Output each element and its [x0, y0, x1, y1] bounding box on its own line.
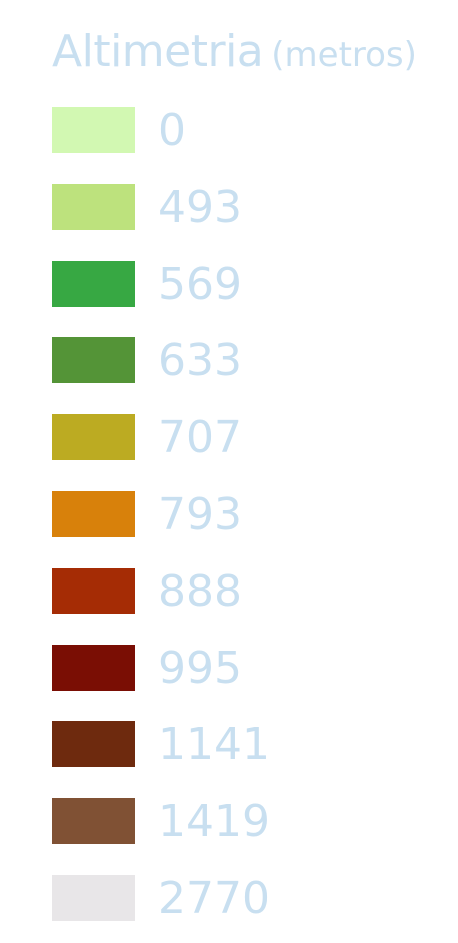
- legend-item-label: 707: [158, 412, 242, 463]
- legend-swatch: [52, 261, 135, 307]
- legend-swatch: [52, 107, 135, 153]
- legend-swatch: [52, 568, 135, 614]
- legend-item-label: 569: [158, 259, 242, 310]
- legend-item-label: 793: [158, 489, 242, 540]
- legend-swatch: [52, 798, 135, 844]
- legend-item: 793: [52, 491, 432, 539]
- legend-title-text: Altimetria: [52, 26, 264, 77]
- legend-item-label: 633: [158, 335, 242, 386]
- legend-item: 633: [52, 337, 432, 385]
- legend-swatch: [52, 721, 135, 767]
- legend-item-label: 888: [158, 566, 242, 617]
- legend-swatch: [52, 184, 135, 230]
- legend-item-label: 493: [158, 182, 242, 233]
- legend-item-label: 1419: [158, 796, 270, 847]
- legend-item: 888: [52, 568, 432, 616]
- legend-item: 1141: [52, 721, 432, 769]
- legend-item-label: 0: [158, 105, 186, 156]
- legend-swatch: [52, 491, 135, 537]
- legend-item: 2770: [52, 875, 432, 923]
- legend-item-label: 1141: [158, 719, 270, 770]
- legend-swatch: [52, 645, 135, 691]
- legend-item-label: 995: [158, 643, 242, 694]
- legend-item: 707: [52, 414, 432, 462]
- legend-item: 493: [52, 184, 432, 232]
- legend-item: 1419: [52, 798, 432, 846]
- legend-swatch: [52, 414, 135, 460]
- legend-item-label: 2770: [158, 873, 270, 924]
- legend-swatch: [52, 337, 135, 383]
- legend-unit: (metros): [271, 35, 417, 75]
- legend-item: 569: [52, 261, 432, 309]
- legend-swatch: [52, 875, 135, 921]
- legend-item: 0: [52, 107, 432, 155]
- legend-item: 995: [52, 645, 432, 693]
- legend-title: Altimetria (metros): [52, 30, 417, 74]
